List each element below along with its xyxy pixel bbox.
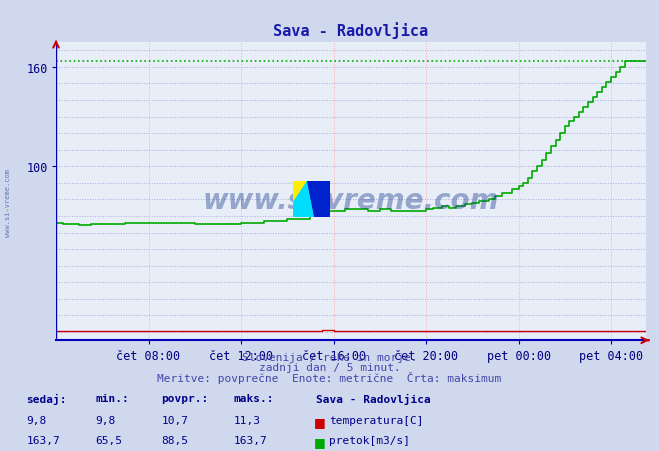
Text: temperatura[C]: temperatura[C] xyxy=(329,415,423,425)
Polygon shape xyxy=(308,181,330,218)
Polygon shape xyxy=(308,181,330,218)
Text: 65,5: 65,5 xyxy=(96,435,123,445)
Text: pretok[m3/s]: pretok[m3/s] xyxy=(329,435,410,445)
Text: 11,3: 11,3 xyxy=(234,415,261,425)
Text: 10,7: 10,7 xyxy=(161,415,188,425)
Text: povpr.:: povpr.: xyxy=(161,393,209,403)
Text: 88,5: 88,5 xyxy=(161,435,188,445)
Text: zadnji dan / 5 minut.: zadnji dan / 5 minut. xyxy=(258,362,401,372)
Text: 163,7: 163,7 xyxy=(26,435,60,445)
Text: 9,8: 9,8 xyxy=(96,415,116,425)
Text: www.si-vreme.com: www.si-vreme.com xyxy=(5,169,11,237)
Text: sedaj:: sedaj: xyxy=(26,393,67,404)
Text: 163,7: 163,7 xyxy=(234,435,268,445)
Text: www.si-vreme.com: www.si-vreme.com xyxy=(203,187,499,215)
Text: ■: ■ xyxy=(314,415,326,428)
Text: min.:: min.: xyxy=(96,393,129,403)
Text: ■: ■ xyxy=(314,435,326,448)
Polygon shape xyxy=(293,181,308,203)
Text: maks.:: maks.: xyxy=(234,393,274,403)
Text: Meritve: povprečne  Enote: metrične  Črta: maksimum: Meritve: povprečne Enote: metrične Črta:… xyxy=(158,372,501,384)
Text: Sava - Radovljica: Sava - Radovljica xyxy=(316,393,431,404)
Polygon shape xyxy=(293,181,315,218)
Text: Slovenija / reke in morje.: Slovenija / reke in morje. xyxy=(242,353,417,363)
Title: Sava - Radovljica: Sava - Radovljica xyxy=(273,22,428,39)
Text: 9,8: 9,8 xyxy=(26,415,47,425)
